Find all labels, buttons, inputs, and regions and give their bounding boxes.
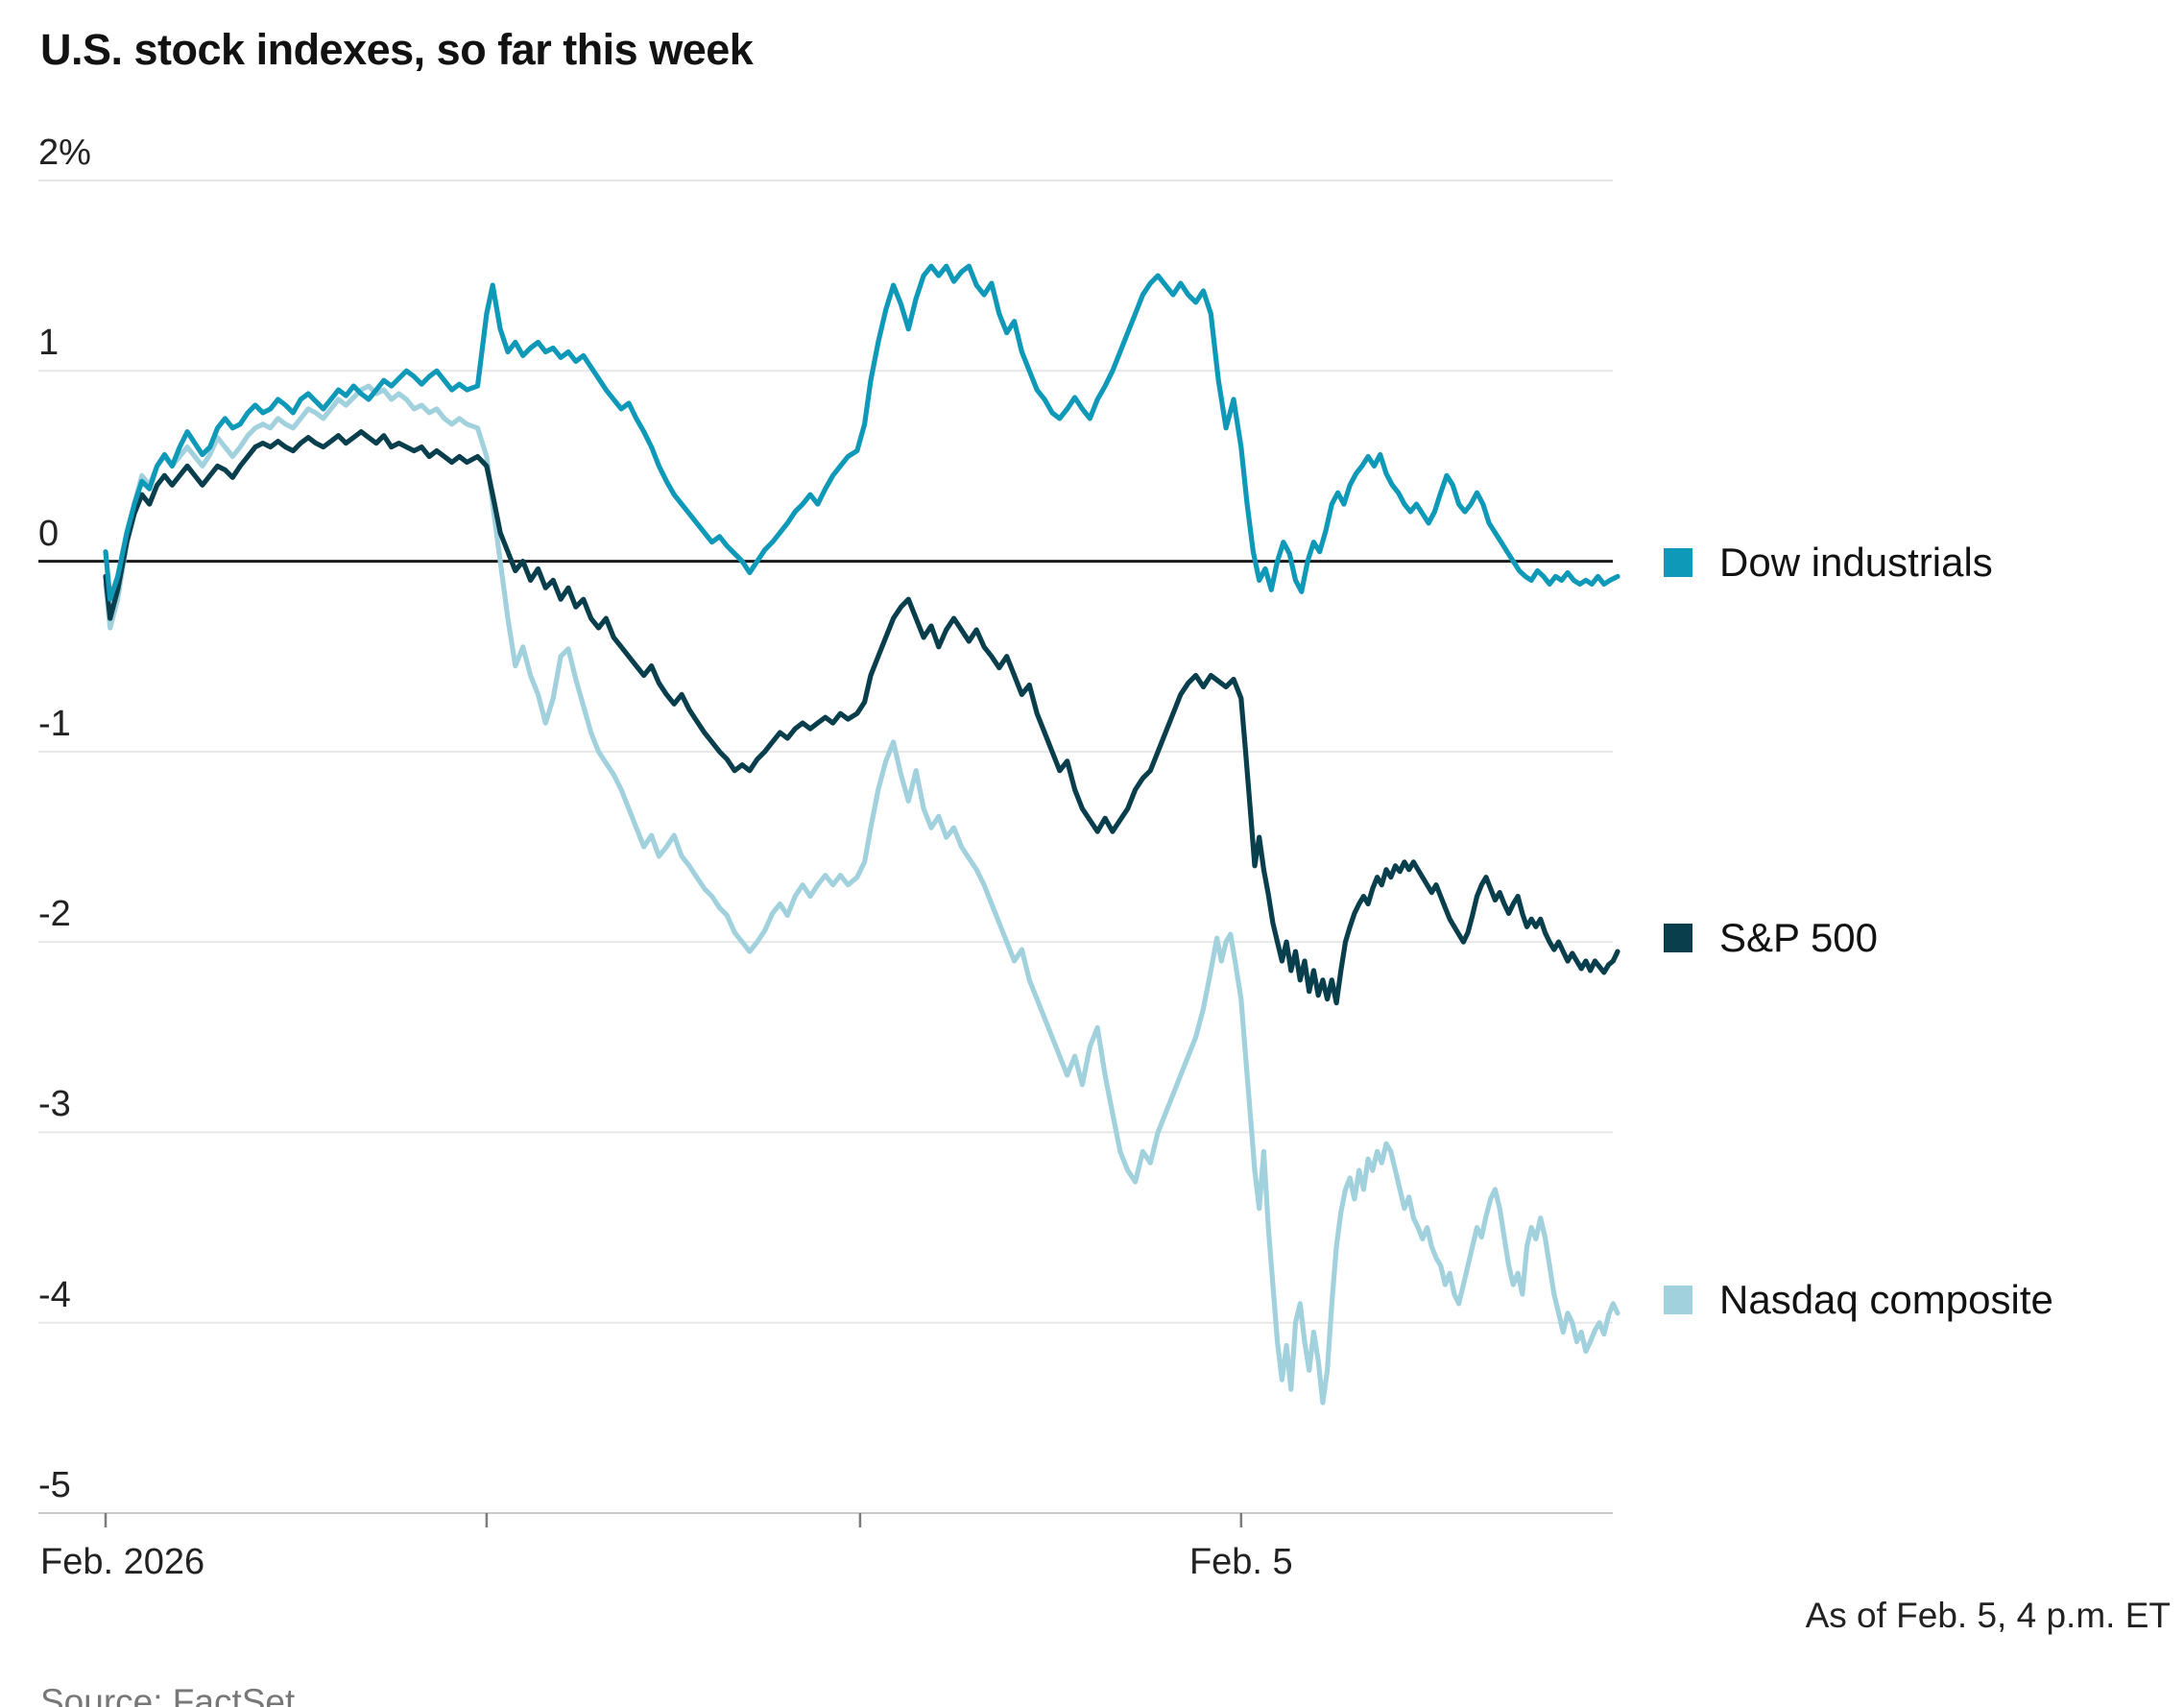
y-axis-label: -4 xyxy=(38,1274,71,1315)
y-axis-label: -2 xyxy=(38,894,71,935)
source-note: Source: FactSet xyxy=(40,1682,296,1707)
legend-label-s-p-500: S&P 500 xyxy=(1719,915,1879,961)
y-axis-label: -1 xyxy=(38,703,71,744)
y-axis-label: 0 xyxy=(38,513,60,554)
as-of-note: As of Feb. 5, 4 p.m. ET xyxy=(1805,1596,2171,1635)
y-axis-label: -5 xyxy=(38,1465,71,1505)
legend-label-nasdaq-composite: Nasdaq composite xyxy=(1719,1276,2053,1322)
y-axis-label: 2% xyxy=(38,132,91,173)
legend-swatch-nasdaq-composite xyxy=(1664,1285,1692,1314)
chart-title: U.S. stock indexes, so far this week xyxy=(40,25,754,74)
series-line-dow-industrials xyxy=(103,263,1620,602)
legend-item-dow-industrials: Dow industrials xyxy=(1664,540,1993,586)
legend-item-s-p-500: S&P 500 xyxy=(1664,915,1878,961)
legend-label-dow-industrials: Dow industrials xyxy=(1719,540,1993,586)
legend-item-nasdaq-composite: Nasdaq composite xyxy=(1664,1277,2053,1323)
series-line-nasdaq-composite xyxy=(103,383,1620,1406)
legend-swatch-s-p-500 xyxy=(1664,924,1692,953)
y-axis-label: -3 xyxy=(38,1084,71,1125)
x-axis-label: Feb. 2026 xyxy=(40,1542,205,1582)
series-line-s-p-500 xyxy=(103,429,1620,1006)
y-axis-label: 1 xyxy=(38,323,60,364)
x-axis-label: Feb. 5 xyxy=(1188,1542,1293,1582)
legend-swatch-dow-industrials xyxy=(1664,548,1692,578)
